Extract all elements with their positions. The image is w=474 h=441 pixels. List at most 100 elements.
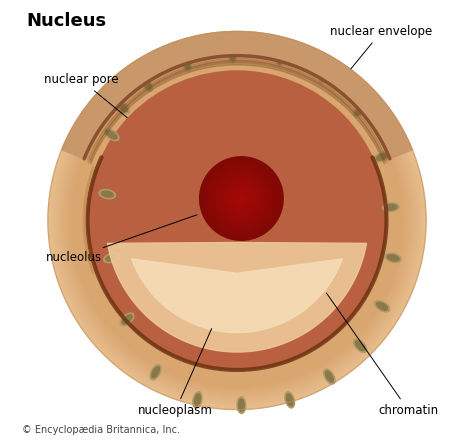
Ellipse shape xyxy=(278,52,284,64)
Polygon shape xyxy=(132,259,342,333)
Circle shape xyxy=(66,50,408,391)
Circle shape xyxy=(61,45,413,396)
Circle shape xyxy=(59,43,415,398)
Circle shape xyxy=(66,49,408,392)
Circle shape xyxy=(227,184,256,213)
Text: nuclear envelope: nuclear envelope xyxy=(330,25,433,69)
Circle shape xyxy=(71,55,403,386)
Circle shape xyxy=(55,38,419,403)
Circle shape xyxy=(200,157,283,240)
Circle shape xyxy=(62,45,412,396)
Ellipse shape xyxy=(150,365,161,380)
Ellipse shape xyxy=(104,129,119,141)
Circle shape xyxy=(57,41,417,400)
Ellipse shape xyxy=(193,392,202,408)
Circle shape xyxy=(202,160,281,238)
Circle shape xyxy=(63,46,411,395)
Circle shape xyxy=(62,46,412,395)
Circle shape xyxy=(58,42,416,399)
Circle shape xyxy=(215,172,268,225)
Circle shape xyxy=(224,181,259,216)
Text: nucleolus: nucleolus xyxy=(46,215,197,264)
Circle shape xyxy=(53,37,421,404)
Circle shape xyxy=(67,50,407,391)
Polygon shape xyxy=(108,243,366,352)
Circle shape xyxy=(64,48,410,393)
Circle shape xyxy=(70,54,404,387)
Ellipse shape xyxy=(376,302,388,310)
Circle shape xyxy=(53,36,421,405)
Circle shape xyxy=(88,71,386,370)
Circle shape xyxy=(55,39,419,402)
Text: Nucleus: Nucleus xyxy=(26,11,106,30)
Circle shape xyxy=(59,42,415,399)
Circle shape xyxy=(60,43,414,398)
Ellipse shape xyxy=(387,255,399,261)
Circle shape xyxy=(56,40,418,401)
Circle shape xyxy=(207,164,276,233)
Ellipse shape xyxy=(238,399,244,411)
Circle shape xyxy=(234,191,249,206)
Circle shape xyxy=(72,55,402,386)
Ellipse shape xyxy=(325,371,333,382)
Circle shape xyxy=(49,33,425,408)
Ellipse shape xyxy=(194,394,201,406)
Ellipse shape xyxy=(376,153,388,161)
Circle shape xyxy=(220,177,263,220)
Circle shape xyxy=(64,47,410,394)
Ellipse shape xyxy=(106,131,117,139)
Circle shape xyxy=(216,173,267,224)
Ellipse shape xyxy=(228,46,237,63)
Circle shape xyxy=(232,190,250,208)
Circle shape xyxy=(68,51,406,390)
Ellipse shape xyxy=(106,254,118,261)
Circle shape xyxy=(48,31,426,410)
Ellipse shape xyxy=(116,101,129,114)
Circle shape xyxy=(70,53,404,388)
Circle shape xyxy=(212,169,271,228)
Ellipse shape xyxy=(385,205,397,210)
Text: chromatin: chromatin xyxy=(327,293,438,417)
Circle shape xyxy=(223,180,260,217)
Circle shape xyxy=(235,192,248,205)
Circle shape xyxy=(50,34,424,407)
Circle shape xyxy=(229,187,253,210)
Circle shape xyxy=(238,195,245,202)
Circle shape xyxy=(51,34,423,407)
Circle shape xyxy=(226,183,257,214)
Ellipse shape xyxy=(354,339,367,352)
Text: nucleoplasm: nucleoplasm xyxy=(138,329,213,417)
Ellipse shape xyxy=(374,152,390,162)
Circle shape xyxy=(69,52,405,389)
Ellipse shape xyxy=(122,315,132,324)
Circle shape xyxy=(50,34,424,407)
Ellipse shape xyxy=(152,366,160,378)
Ellipse shape xyxy=(276,50,286,66)
Circle shape xyxy=(72,56,402,385)
Ellipse shape xyxy=(182,55,191,71)
Ellipse shape xyxy=(319,68,331,83)
Ellipse shape xyxy=(237,397,246,414)
Circle shape xyxy=(213,170,270,227)
Ellipse shape xyxy=(353,104,367,117)
Circle shape xyxy=(57,40,417,401)
Circle shape xyxy=(208,165,275,232)
Circle shape xyxy=(204,161,279,236)
Circle shape xyxy=(221,179,261,218)
Circle shape xyxy=(56,39,418,402)
Circle shape xyxy=(52,35,422,406)
Circle shape xyxy=(54,37,420,404)
Ellipse shape xyxy=(183,57,190,69)
Circle shape xyxy=(54,37,420,404)
Ellipse shape xyxy=(374,300,390,312)
Circle shape xyxy=(218,175,265,223)
Circle shape xyxy=(205,162,278,235)
Circle shape xyxy=(239,196,244,201)
Circle shape xyxy=(201,158,282,239)
Ellipse shape xyxy=(285,392,294,408)
Ellipse shape xyxy=(141,77,153,92)
Circle shape xyxy=(68,52,406,389)
Circle shape xyxy=(51,35,423,406)
Ellipse shape xyxy=(230,48,236,60)
Ellipse shape xyxy=(321,70,329,81)
